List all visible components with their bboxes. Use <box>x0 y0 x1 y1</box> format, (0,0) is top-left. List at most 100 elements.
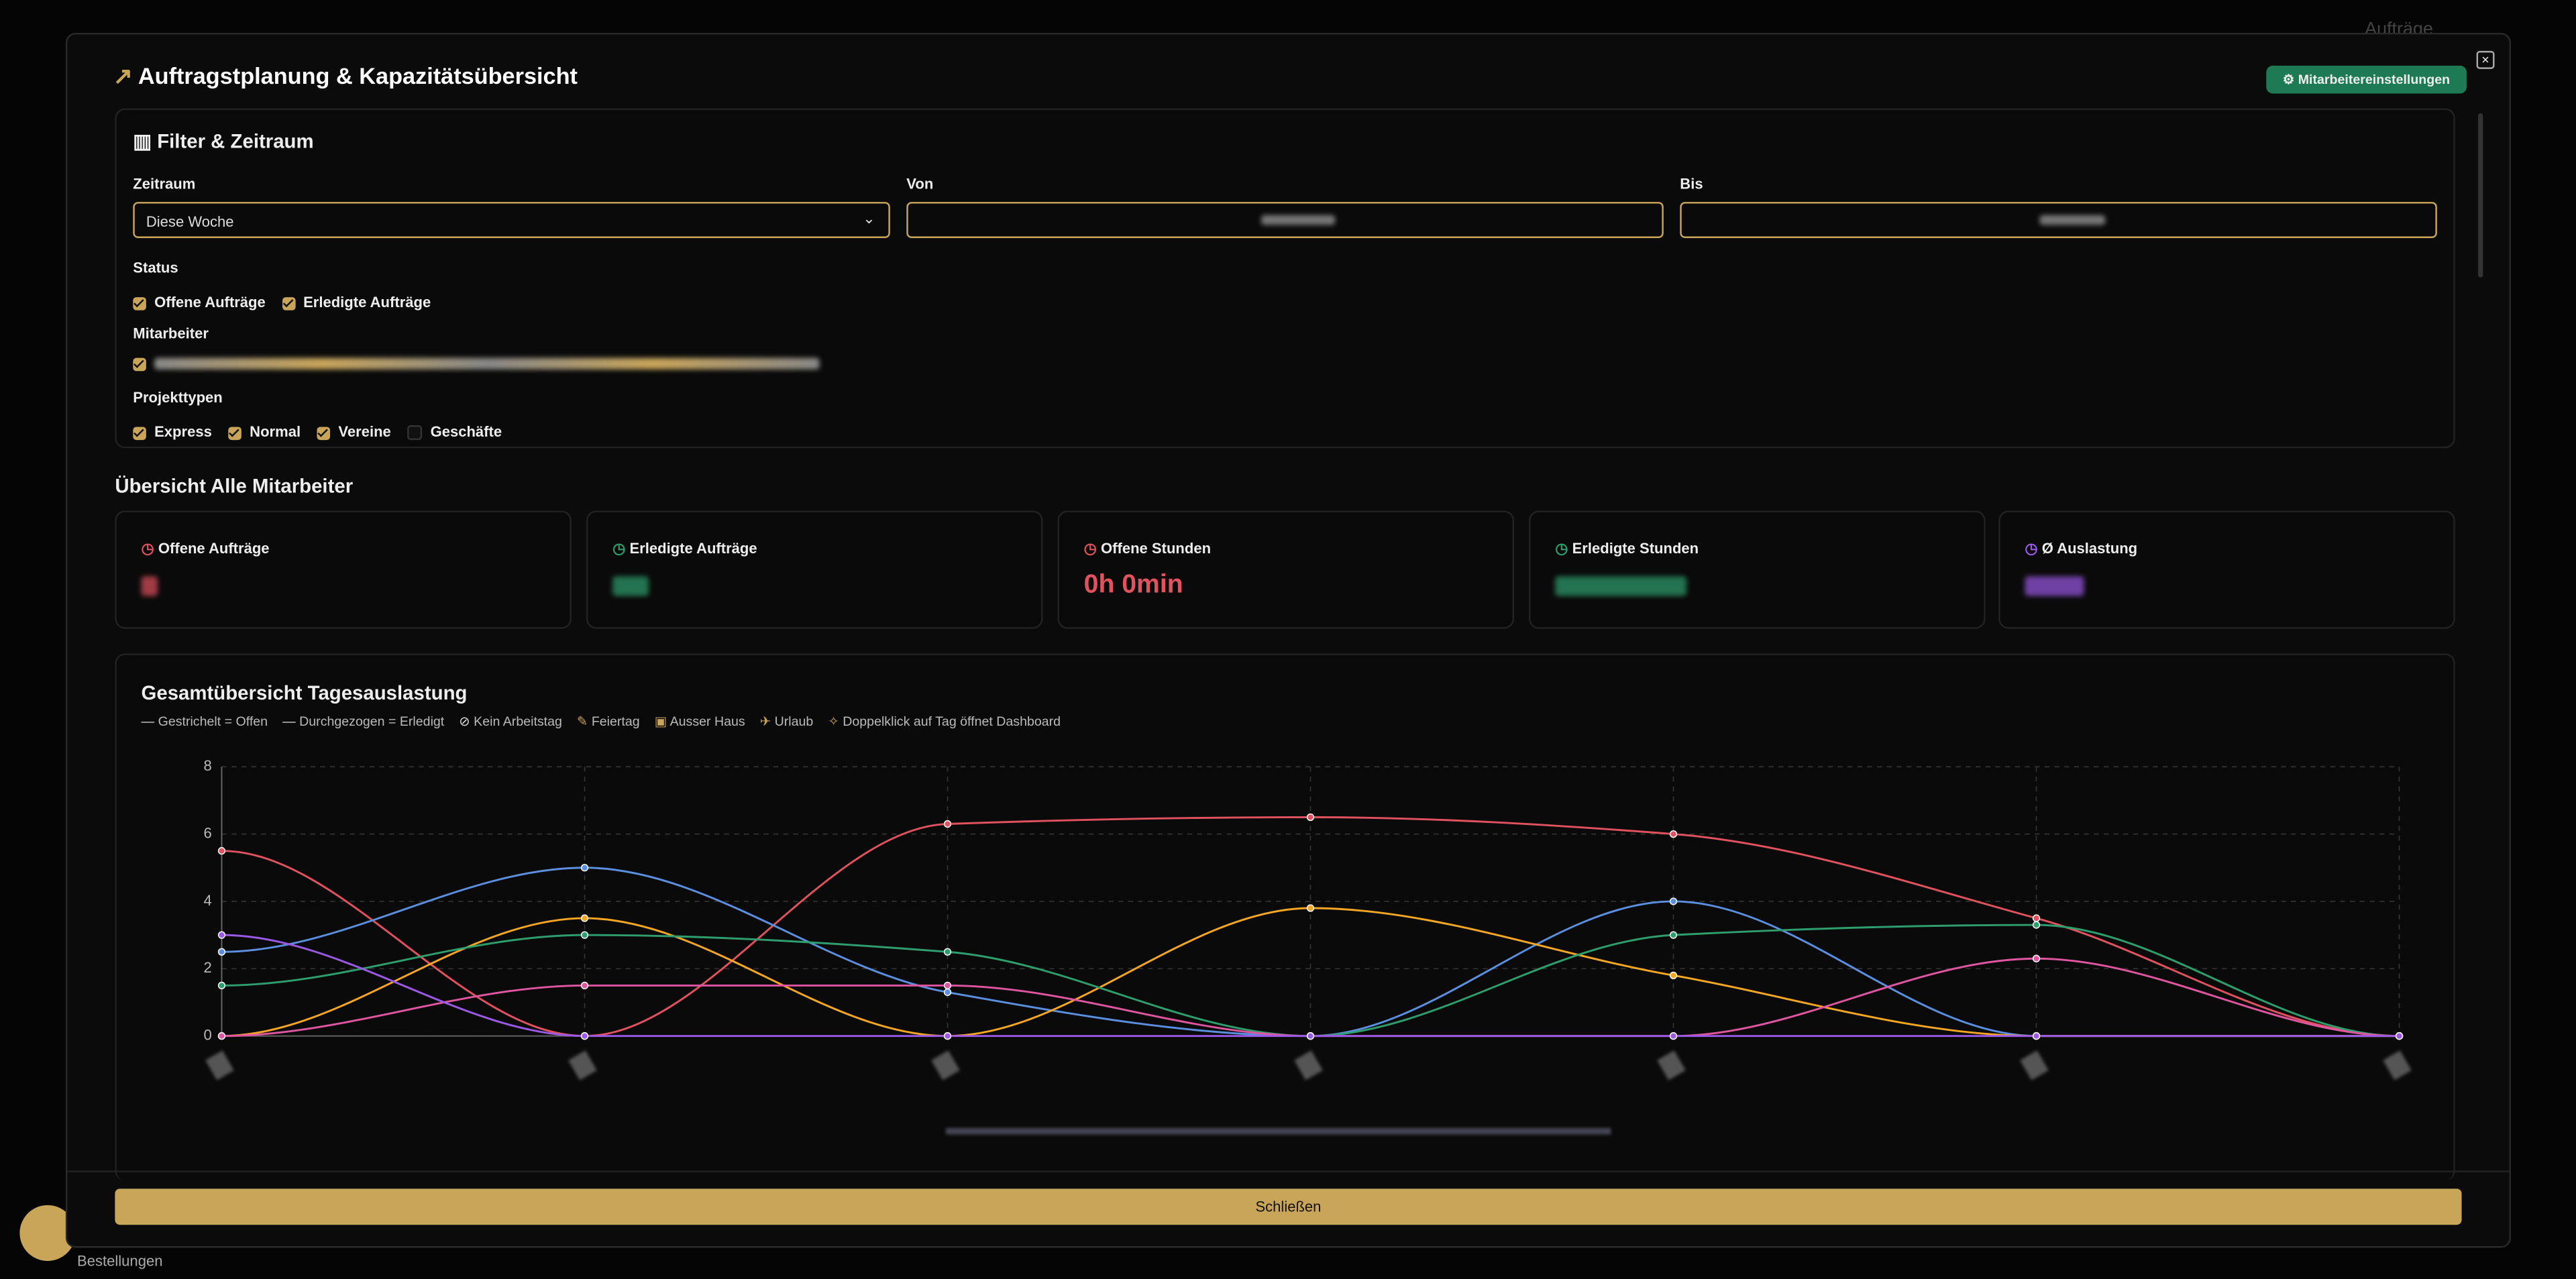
stat-icon: ◷ <box>1083 540 1102 557</box>
modal: ↗ Auftragstplanung & Kapazitätsübersicht… <box>65 32 2511 1248</box>
types-row: Express Normal Vereine Geschäfte <box>133 415 518 445</box>
filter-panel: ▥ Filter & Zeitraum Zeitraum Von Bis Die… <box>115 108 2455 449</box>
close-button[interactable]: Schließen <box>115 1188 2462 1225</box>
note-text: Urlaub <box>774 714 814 729</box>
modal-title: ↗ Auftragstplanung & Kapazitätsübersicht <box>113 62 578 89</box>
label: Projekttypen <box>133 389 223 406</box>
label: Bis <box>1680 175 1703 192</box>
stat-value-blurred <box>1555 576 1687 596</box>
chart-panel: Gesamtübersicht Tagesauslastung — Gestri… <box>115 653 2455 1181</box>
stat-icon: ◷ <box>2025 540 2042 557</box>
filter-title-text: Filter & Zeitraum <box>157 129 314 153</box>
stat-label: ◷ Erledigte Aufträge <box>612 540 757 558</box>
note: ✎ Feiertag <box>577 714 640 729</box>
x-tick-label-blurred <box>1657 1050 1686 1080</box>
note: ▣ Ausser Haus <box>655 714 745 729</box>
data-point <box>2032 1032 2041 1040</box>
checkbox-item[interactable]: Vereine <box>317 424 391 440</box>
stat-label-text: Erledigte Stunden <box>1572 540 1699 557</box>
stat-label-text: Erledigte Aufträge <box>629 540 757 557</box>
stat-label-text: Offene Stunden <box>1101 540 1212 557</box>
y-tick-label: 6 <box>204 824 212 841</box>
data-point <box>1306 813 1315 822</box>
note-icon: ✈ <box>759 714 775 729</box>
data-point <box>580 981 589 990</box>
stat-label-text: Ø Auslastung <box>2041 540 2138 557</box>
x-tick-label-blurred <box>205 1050 234 1080</box>
checkbox-item[interactable]: Geschäfte <box>407 424 502 441</box>
select-value: Diese Woche <box>146 213 234 230</box>
checkbox-label: Erledigte Aufträge <box>303 294 431 311</box>
note-text: Doppelklick auf Tag öffnet Dashboard <box>843 714 1061 729</box>
y-tick-label: 4 <box>204 892 212 909</box>
checkbox <box>407 425 423 441</box>
checkbox-item[interactable]: Offene Aufträge <box>133 294 266 311</box>
x-tick-label-blurred <box>1294 1050 1323 1080</box>
scrollbar <box>2478 113 2483 278</box>
data-point <box>1669 830 1678 838</box>
y-tick-label: 0 <box>204 1027 212 1044</box>
checkbox-label: Express <box>154 423 212 441</box>
data-point <box>2032 921 2041 929</box>
mitarbeiter-row <box>133 349 820 379</box>
checkbox-label: Geschäfte <box>430 423 502 441</box>
chart-title: Gesamtübersicht Tagesauslastung <box>141 681 468 705</box>
data-point <box>580 1032 589 1040</box>
date-input[interactable] <box>1680 202 2437 238</box>
title-text: Auftragstplanung & Kapazitätsübersicht <box>138 62 578 89</box>
checkbox <box>317 426 331 440</box>
note: ✧ Doppelklick auf Tag öffnet Dashboard <box>828 714 1061 729</box>
divider <box>67 1170 2510 1172</box>
note-icon: ⊘ <box>459 714 474 729</box>
checkbox-item[interactable]: Erledigte Aufträge <box>282 294 431 311</box>
stat-card: ◷ Erledigte Stunden <box>1529 510 1986 629</box>
select[interactable]: Diese Woche ⌄ <box>133 202 890 238</box>
data-point <box>943 981 952 990</box>
data-point <box>1669 897 1678 905</box>
note-text: Durchgezogen = Erledigt <box>299 714 445 729</box>
checkbox-label: Normal <box>250 423 301 441</box>
data-point <box>1669 931 1678 939</box>
data-point <box>943 1032 952 1040</box>
bg-link: Bestellungen <box>77 1252 163 1270</box>
note-text: Feiertag <box>591 714 640 729</box>
series-line <box>221 924 2400 1038</box>
checkbox <box>133 296 146 310</box>
data-point <box>217 981 226 990</box>
settings-button[interactable]: ⚙ Mitarbeitereinstellungen <box>2266 65 2467 94</box>
x-tick-label-blurred <box>2020 1050 2049 1080</box>
note: — Durchgezogen = Erledigt <box>282 714 444 729</box>
label: Von <box>906 175 934 192</box>
x-tick-label-blurred <box>931 1050 960 1080</box>
data-point <box>1669 1032 1678 1040</box>
data-point <box>580 914 589 922</box>
data-point <box>1306 1032 1315 1040</box>
chart: 0 2 4 6 8 <box>204 757 2412 1135</box>
checkbox <box>282 296 295 310</box>
data-point <box>580 931 589 939</box>
x-tick-label-blurred <box>568 1050 597 1080</box>
data-point <box>2032 954 2041 962</box>
note-icon: ▣ <box>654 714 670 729</box>
checkbox <box>133 426 146 440</box>
stat-card: ◷ Erledigte Aufträge <box>586 510 1043 629</box>
stat-label: ◷ Erledigte Stunden <box>1555 540 1699 558</box>
data-point <box>943 988 952 997</box>
checkbox-item[interactable]: Express <box>133 424 212 440</box>
checkbox-label: Vereine <box>338 423 391 441</box>
data-point <box>943 820 952 828</box>
filter-title: ▥ Filter & Zeitraum <box>133 129 314 153</box>
data-point <box>1306 904 1315 912</box>
close-x[interactable]: × <box>2476 50 2495 69</box>
legend-blurred <box>946 1127 1611 1135</box>
overview-title: Übersicht Alle Mitarbeiter <box>115 474 354 498</box>
checkbox-item[interactable]: Normal <box>228 424 301 440</box>
checkbox-label: Offene Aufträge <box>154 294 266 311</box>
date-input[interactable] <box>906 202 1664 238</box>
stat-card: ◷ Offene Aufträge <box>115 510 572 629</box>
stat-value-blurred <box>612 576 649 596</box>
note-icon: ✧ <box>828 714 843 729</box>
series-line <box>221 867 2400 1038</box>
